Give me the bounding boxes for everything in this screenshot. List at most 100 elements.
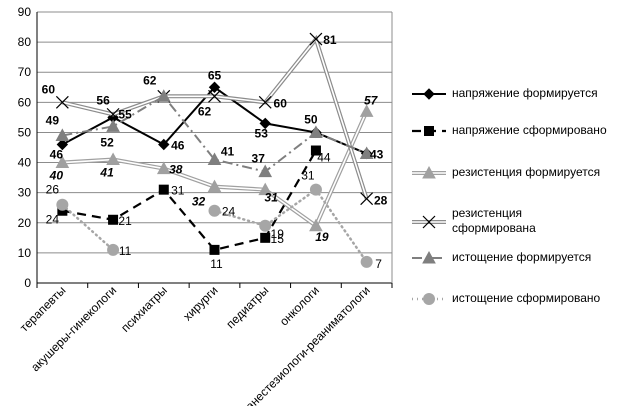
data-point <box>209 244 220 255</box>
data-label: 21 <box>118 214 132 228</box>
data-point <box>158 184 169 195</box>
data-point <box>208 89 221 103</box>
data-point <box>258 182 273 196</box>
x-tick-label: психиатры <box>118 283 170 335</box>
legend-marker <box>423 88 435 100</box>
series-line <box>213 187 368 264</box>
data-point <box>56 198 69 211</box>
data-point <box>259 117 271 130</box>
data-point <box>55 95 69 109</box>
legend-swatch <box>412 88 446 100</box>
y-tick-label: 30 <box>18 186 32 200</box>
data-label: 41 <box>99 166 114 180</box>
data-label: 31 <box>301 169 315 183</box>
gridlines <box>37 11 392 284</box>
data-label: 24 <box>46 213 60 227</box>
line-chart: 0 10 20 30 40 50 60 70 80 90 терапевтыакушеры-гине… <box>17 5 393 406</box>
data-point <box>57 205 68 216</box>
series-4 <box>55 32 374 206</box>
data-label: 28 <box>374 194 388 208</box>
data-label: 40 <box>49 169 64 183</box>
data-label: 44 <box>317 151 331 165</box>
data-point <box>156 89 171 102</box>
data-point <box>106 119 120 132</box>
data-point <box>259 219 272 232</box>
data-label: 46 <box>171 138 185 152</box>
y-tick-label: 50 <box>18 125 32 139</box>
data-point <box>310 145 321 156</box>
data-point <box>55 128 70 141</box>
data-label: 56 <box>96 93 110 107</box>
legend-marker <box>422 215 436 229</box>
data-label: 65 <box>208 68 222 82</box>
data-label: 43 <box>370 148 384 162</box>
x-tick-label: онкологи <box>277 283 322 328</box>
data-label: 46 <box>50 147 64 161</box>
data-label: 11 <box>210 257 223 271</box>
legend-swatch <box>412 215 446 229</box>
data-label: 31 <box>171 184 185 198</box>
data-point <box>360 192 374 206</box>
x-tick-label: акушеры-гинекологи <box>28 283 119 374</box>
data-point <box>106 107 120 121</box>
data-label: 49 <box>46 113 60 127</box>
data-point <box>107 243 120 256</box>
data-label: 57 <box>364 93 379 107</box>
legend-swatch <box>412 293 446 305</box>
y-tick-label: 20 <box>18 216 32 230</box>
legend-marker <box>424 126 434 136</box>
y-tick-label: 60 <box>18 95 32 109</box>
series-line <box>61 203 115 252</box>
data-label: 55 <box>118 107 132 121</box>
data-label: 60 <box>42 82 56 96</box>
data-label: 11 <box>119 244 132 258</box>
data-point <box>258 164 273 178</box>
y-tick-label: 90 <box>18 5 32 19</box>
data-labels: 46 55 46 65 53 50 43 24 21 31 11 15 44 40 41 38 32 31 19 57… <box>42 33 388 271</box>
data-point <box>260 232 271 243</box>
data-label: 60 <box>274 96 288 110</box>
data-label: 19 <box>315 230 329 244</box>
legend-marker <box>423 293 435 305</box>
legend-label: истощение сформировано <box>452 291 601 305</box>
data-point <box>55 155 70 169</box>
data-point <box>359 146 374 160</box>
legend-label: напряжение сформировано <box>452 123 607 137</box>
data-label: 81 <box>323 33 337 47</box>
data-label: 26 <box>46 183 60 197</box>
data-point <box>208 81 221 93</box>
data-point <box>258 95 272 109</box>
data-label: 41 <box>221 145 235 159</box>
data-point <box>207 179 222 193</box>
data-label: 38 <box>169 163 183 177</box>
data-point <box>309 125 323 138</box>
data-point <box>359 104 374 117</box>
legend-label: резистенция сформирована <box>452 206 536 235</box>
series-line <box>62 149 317 252</box>
data-label: 32 <box>192 195 206 209</box>
data-point <box>309 32 323 46</box>
series-layer <box>55 32 374 268</box>
y-tick-label: 70 <box>18 65 32 79</box>
data-point <box>360 255 373 268</box>
series-6 <box>56 183 373 268</box>
legend-swatch <box>412 126 446 136</box>
x-tick-label: терапевты <box>17 283 68 334</box>
data-point <box>207 152 222 166</box>
y-tick-label: 10 <box>18 246 32 260</box>
data-label: 19 <box>271 227 285 241</box>
data-label: 53 <box>255 126 269 140</box>
legend-marker <box>422 165 436 179</box>
data-point <box>156 161 171 175</box>
legend-label: напряжение формируется <box>452 86 598 100</box>
x-tick-label: педиатры <box>223 283 271 331</box>
data-point <box>108 214 119 225</box>
legend-swatch <box>412 250 446 264</box>
data-point <box>208 204 221 217</box>
legend-swatch <box>412 165 446 179</box>
data-point <box>56 138 69 151</box>
data-label: 62 <box>198 104 212 118</box>
data-label: 62 <box>143 73 157 87</box>
legend-label: истощение формируется <box>452 250 592 264</box>
data-point <box>106 152 120 166</box>
